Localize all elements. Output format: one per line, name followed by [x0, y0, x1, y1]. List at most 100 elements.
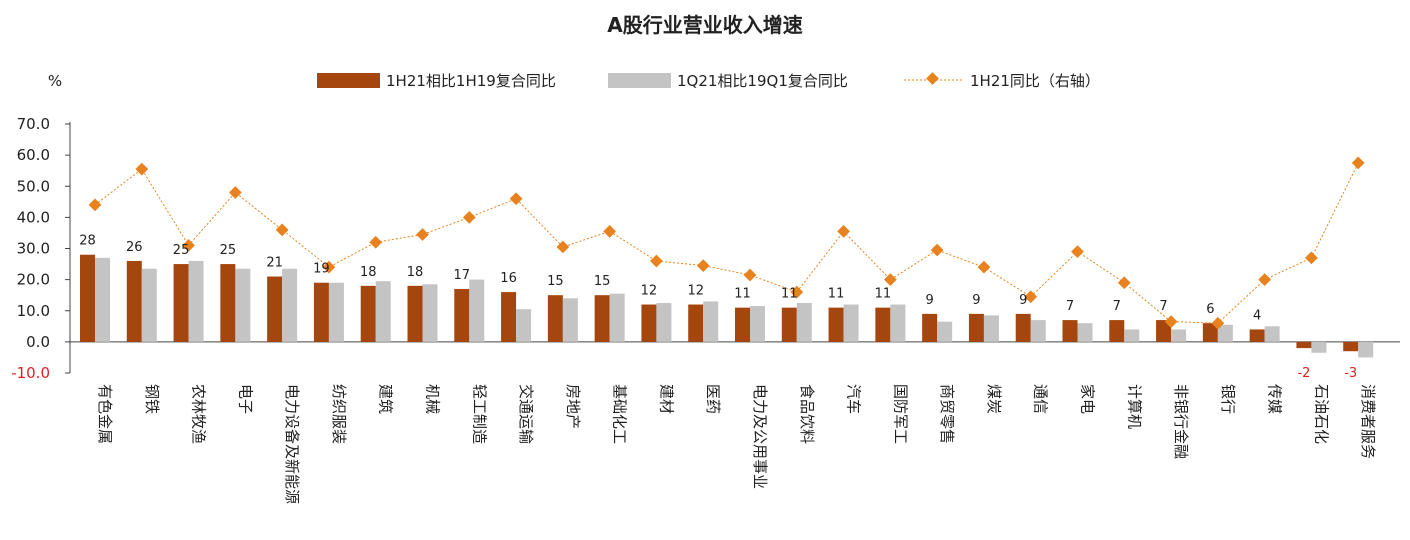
bar-1Q21 [282, 268, 298, 342]
line-point-marker [977, 260, 991, 274]
category-label: 钢铁 [143, 384, 161, 414]
y-tick-label: 20.0 [17, 271, 50, 289]
line-point-marker [416, 228, 429, 241]
category-label: 房地产 [564, 384, 582, 429]
line-point-marker [1071, 245, 1084, 258]
bar-1H21 [641, 304, 657, 342]
bar-1Q21 [656, 302, 672, 342]
legend: 1H21相比1H19复合同比 1Q21相比19Q1复合同比 1H21同比（右轴） [317, 72, 1100, 90]
bar-1H21 [173, 264, 189, 342]
y-axis-unit: % [48, 72, 62, 90]
bar-1Q21 [328, 282, 344, 342]
data-label-1H21: 7 [1066, 299, 1074, 314]
data-label-1H21: 18 [360, 265, 377, 280]
y-tick-label: 40.0 [17, 208, 50, 226]
category-label: 非银行金融 [1172, 384, 1190, 459]
bar-1Q21 [375, 281, 391, 342]
line-point-marker [930, 243, 944, 257]
category-label: 家电 [1079, 384, 1097, 414]
category-label: 机械 [424, 384, 442, 414]
bar-1Q21 [562, 298, 578, 342]
bar-1H21 [1015, 313, 1031, 342]
line-point-marker [743, 268, 757, 282]
line-point-marker [135, 162, 149, 176]
data-label-1H21: 9 [926, 293, 934, 308]
line-path [94, 162, 1359, 324]
category-label: 传媒 [1266, 384, 1284, 414]
category-label: 商贸零售 [938, 384, 956, 444]
bar-1Q21 [983, 315, 999, 342]
bar-1Q21 [188, 260, 204, 342]
bar-1Q21 [516, 309, 532, 342]
legend-swatch-bar2 [608, 73, 671, 88]
bar-1H21 [828, 307, 844, 342]
line-point-marker [369, 235, 383, 249]
data-label-1H21: -3 [1344, 366, 1357, 381]
legend-swatch-bar1 [317, 73, 380, 88]
category-label: 消费者服务 [1359, 384, 1377, 459]
line-point-marker [837, 225, 850, 238]
data-label-1H21: 6 [1206, 302, 1214, 317]
y-tick-label: 50.0 [17, 177, 50, 195]
data-label-1H21: 11 [781, 287, 798, 302]
bar-1Q21 [843, 304, 859, 342]
category-label: 建筑 [377, 384, 395, 414]
data-label-1H21: 25 [220, 243, 237, 258]
category-label: 国防军工 [891, 384, 909, 444]
category-label: 轻工制造 [470, 384, 488, 444]
category-label: 通信 [1032, 384, 1050, 414]
bar-1H21 [313, 282, 329, 342]
bar-1Q21 [1124, 329, 1140, 342]
category-label: 医药 [704, 384, 722, 414]
bar-1H21 [875, 307, 891, 342]
bar-1Q21 [1264, 326, 1280, 342]
bar-1Q21 [1217, 324, 1233, 342]
bar-1Q21 [235, 268, 251, 342]
data-label-1H21: 7 [1113, 299, 1121, 314]
data-label-1H21: 11 [734, 287, 751, 302]
category-label: 电力设备及新能源 [283, 384, 301, 504]
bar-1Q21 [1077, 323, 1093, 342]
bar-1Q21 [141, 268, 157, 342]
bar-1Q21 [1171, 329, 1187, 342]
data-label-1H21: 9 [1019, 293, 1027, 308]
bar-1Q21 [703, 301, 719, 342]
bar-1H21 [407, 285, 423, 342]
line-point-marker [1351, 156, 1365, 170]
bar-1Q21 [1311, 341, 1327, 353]
bar-1H21 [501, 292, 517, 342]
data-label-1H21: 15 [547, 274, 564, 289]
category-label: 基础化工 [611, 384, 629, 444]
data-label-1H21: 16 [500, 271, 517, 286]
data-label-1H21: 19 [313, 262, 330, 277]
category-label: 建材 [657, 384, 675, 414]
legend-marker-line [926, 72, 939, 85]
line-point-marker [462, 211, 476, 224]
y-tick-label: 0.0 [26, 333, 50, 351]
category-label: 农林牧渔 [190, 384, 208, 444]
bar-1H21 [547, 295, 563, 342]
line-point-marker [182, 239, 195, 252]
y-tick-label: -10.0 [11, 364, 50, 382]
bar-1H21 [922, 313, 938, 342]
category-label: 汽车 [845, 384, 863, 414]
x-axis-labels: 有色金属 钢铁 农林牧渔 电子 电力设备及新能源 纺织服装 建筑 机械 轻工制造 交通运输 房地产 基… [96, 384, 1377, 504]
category-label: 石油石化 [1312, 384, 1330, 444]
bar-1Q21 [609, 293, 625, 342]
bar-1Q21 [937, 321, 953, 342]
data-label-1H21: 7 [1159, 299, 1167, 314]
bar-1H21 [1296, 341, 1312, 349]
line-point-marker [696, 259, 710, 272]
y-tick-label: 70.0 [17, 115, 50, 133]
line-point-marker [275, 223, 289, 237]
data-label-1H21: 17 [454, 268, 471, 283]
data-label-1H21: 18 [407, 265, 424, 280]
bar-1H21 [781, 307, 797, 342]
bar-1H21 [360, 285, 376, 342]
bar-1H21 [1343, 341, 1359, 352]
bar-series-1H21 [80, 254, 1359, 352]
bar-1H21 [80, 254, 95, 342]
bar-1Q21 [750, 306, 765, 342]
y-tick-label: 30.0 [17, 240, 50, 258]
